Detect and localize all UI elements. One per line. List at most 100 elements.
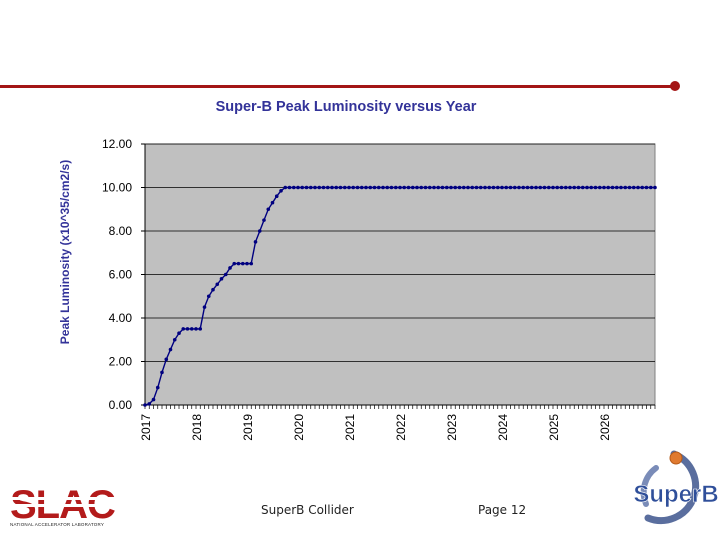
data-point (359, 185, 364, 190)
data-point (423, 185, 428, 190)
data-point (347, 185, 351, 190)
data-point (419, 185, 424, 190)
data-point (351, 185, 356, 190)
x-tick-label: 2017 (139, 414, 153, 441)
superb-logo-word: SuperB (634, 481, 718, 508)
data-point (160, 370, 164, 375)
data-point (338, 185, 343, 190)
data-point (330, 185, 334, 190)
data-point (534, 185, 538, 190)
x-tick-label: 2024 (496, 414, 510, 441)
data-point (610, 185, 615, 190)
data-point (147, 402, 152, 406)
data-point (538, 185, 543, 190)
data-point (432, 185, 436, 190)
data-point (172, 337, 177, 342)
data-point (240, 261, 245, 266)
data-point (525, 185, 530, 190)
data-point (253, 240, 258, 244)
data-point (389, 185, 394, 190)
y-tick-label: 6.00 (109, 268, 133, 282)
title-rule (0, 85, 676, 88)
data-point (589, 185, 594, 190)
data-point (521, 185, 526, 190)
data-point (355, 185, 360, 190)
data-point (415, 185, 419, 190)
data-point (168, 347, 173, 352)
data-point (461, 185, 466, 190)
data-point (257, 229, 262, 233)
data-point (155, 385, 160, 390)
data-point (580, 185, 585, 190)
data-point (334, 185, 339, 190)
data-point (372, 185, 377, 190)
data-point (364, 185, 368, 190)
data-point (517, 185, 521, 190)
chart-title: Super-B Peak Luminosity versus Year (216, 99, 477, 115)
data-point (368, 185, 373, 190)
data-point (491, 185, 496, 190)
data-point (593, 185, 598, 190)
x-tick-label: 2025 (547, 414, 561, 441)
data-point (623, 185, 628, 190)
data-point (470, 185, 475, 190)
data-point (321, 185, 326, 190)
data-point (198, 327, 203, 331)
data-point (406, 185, 411, 190)
data-point (185, 327, 190, 331)
data-point (427, 185, 432, 190)
data-point (453, 185, 458, 190)
data-point (487, 185, 492, 190)
data-point (500, 185, 504, 190)
data-point (444, 185, 449, 190)
data-point (202, 305, 207, 309)
x-tick-label: 2018 (190, 414, 204, 441)
data-point (474, 185, 479, 190)
data-point (398, 185, 402, 190)
data-point (402, 185, 407, 190)
data-point (143, 403, 147, 407)
data-point (300, 185, 305, 190)
data-point (457, 185, 462, 190)
data-point (546, 185, 551, 190)
data-point (440, 185, 445, 190)
data-point (585, 185, 589, 190)
data-point (385, 185, 390, 190)
data-point (495, 185, 500, 190)
data-point (223, 272, 228, 277)
data-point (572, 185, 577, 190)
data-point (206, 294, 211, 299)
data-point (602, 185, 606, 190)
x-tick-label: 2020 (292, 414, 306, 441)
data-point (194, 327, 198, 331)
data-point (283, 185, 288, 190)
data-point (211, 287, 215, 292)
data-point (189, 327, 194, 331)
data-point (376, 185, 381, 190)
data-point (542, 185, 547, 190)
y-tick-label: 4.00 (109, 311, 133, 325)
data-point (614, 185, 619, 190)
data-point (245, 261, 249, 266)
data-point (555, 185, 560, 190)
x-tick-label: 2023 (445, 414, 459, 441)
data-point (219, 277, 224, 281)
data-point (410, 185, 415, 190)
data-point (436, 185, 441, 190)
superb-logo: SuperB (633, 448, 719, 538)
data-point (381, 185, 385, 190)
title-rule-end-dot (670, 81, 680, 91)
x-tick-label: 2021 (343, 414, 357, 441)
slac-logo-mark: SLAC (10, 483, 136, 527)
data-point (648, 185, 653, 190)
data-point (653, 185, 657, 190)
page-number: Page 12 (478, 503, 527, 517)
data-point (236, 261, 241, 266)
data-point (262, 218, 266, 222)
x-tick-label: 2026 (598, 414, 612, 441)
data-point (287, 185, 292, 190)
data-point (551, 185, 555, 190)
y-tick-label: 2.00 (109, 355, 133, 369)
data-point (636, 185, 640, 190)
y-tick-label: 8.00 (109, 224, 133, 238)
